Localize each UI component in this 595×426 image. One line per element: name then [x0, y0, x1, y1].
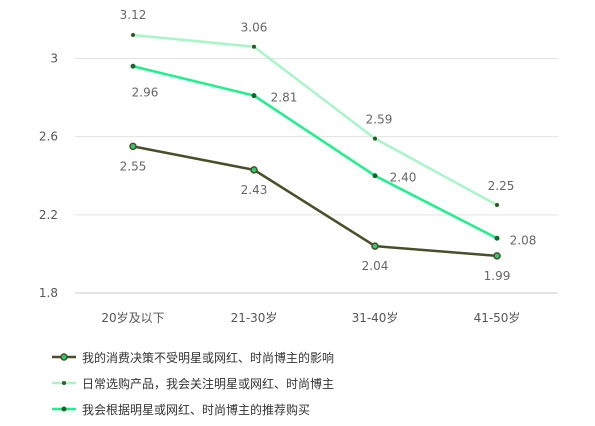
legend-item-1: 我的消费决策不受明星或网红、时尚博主的影响 — [52, 348, 334, 366]
series-3-data-label-2: 2.81 — [271, 91, 298, 105]
line-chart: 1.8 2.2 2.6 3 20岁及以下 21-30岁 31-40岁 41-50岁 2.55… — [39, 8, 558, 325]
series-1-data-label-4: 1.99 — [484, 269, 511, 283]
series-3-point-4 — [494, 235, 500, 241]
y-tick-label-1: 2.2 — [39, 208, 58, 222]
series-2-point-2 — [252, 44, 256, 49]
series-1-data-label-2: 2.43 — [241, 183, 268, 197]
legend-label-3: 我会根据明星或网红、时尚博主的推荐购买 — [82, 402, 311, 417]
legend-swatch-3 — [52, 406, 76, 412]
series-1-data-label-3: 2.04 — [362, 259, 389, 273]
series-2-data-label-3: 2.59 — [366, 113, 393, 127]
series-3-point-2 — [251, 93, 257, 99]
series-1-point-1 — [129, 142, 137, 151]
legend-item-3: 我会根据明星或网红、时尚博主的推荐购买 — [52, 400, 334, 418]
series-2-data-label-2: 3.06 — [241, 21, 268, 35]
legend-label-2: 日常选购产品，我会关注明星或网红、时尚博主 — [82, 376, 335, 391]
legend: 我的消费决策不受明星或网红、时尚博主的影响 日常选购产品，我会关注明星或网红、时… — [52, 348, 334, 426]
series-3-point-1 — [130, 63, 136, 69]
x-tick-label-0: 20岁及以下 — [101, 310, 164, 325]
series-1-point-3 — [371, 242, 379, 250]
x-tick-label-2: 31-40岁 — [352, 310, 399, 325]
series-2-point-4 — [495, 203, 499, 208]
series-1-point-4 — [493, 252, 501, 260]
series-1-point-2 — [250, 166, 258, 174]
series-2-line — [132, 33, 498, 207]
legend-item-2: 日常选购产品，我会关注明星或网红、时尚博主 — [52, 374, 334, 392]
series-2-data-label-1: 3.12 — [120, 8, 147, 22]
legend-label-1: 我的消费决策不受明星或网红、时尚博主的影响 — [82, 350, 335, 365]
series-3-data-label-1: 2.96 — [132, 85, 159, 99]
series-1-data-label-1: 2.55 — [120, 159, 147, 173]
legend-swatch-1 — [52, 353, 76, 361]
series-2-point-1 — [131, 33, 135, 37]
series-3-data-label-3: 2.40 — [390, 171, 417, 185]
legend-swatch-2 — [52, 381, 76, 385]
series-1-line — [132, 145, 498, 258]
series-2-point-3 — [373, 136, 377, 141]
series-3-data-label-4: 2.08 — [510, 233, 537, 247]
y-tick-label-2: 2.6 — [39, 130, 58, 144]
y-tick-label-0: 1.8 — [39, 286, 58, 300]
series-3-point-3 — [372, 173, 378, 179]
y-tick-label-3: 3 — [50, 51, 58, 65]
series-2-data-label-4: 2.25 — [488, 179, 515, 193]
x-tick-label-1: 21-30岁 — [231, 310, 278, 325]
series-3-line — [132, 65, 498, 240]
x-tick-label-3: 41-50岁 — [474, 310, 521, 325]
